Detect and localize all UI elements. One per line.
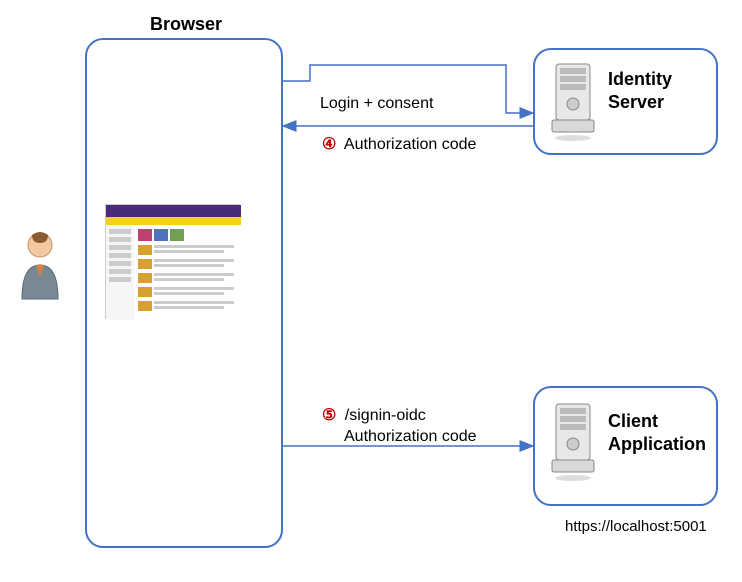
- user-icon: [10, 227, 70, 307]
- step-number-5: ⑤: [322, 407, 336, 424]
- identity-server-line2: Server: [608, 92, 664, 112]
- client-app-title: Client Application: [608, 410, 706, 455]
- login-consent-label: Login + consent: [320, 95, 433, 113]
- signin-oidc-text: /signin-oidc: [345, 407, 426, 424]
- auth-code-4-text: Authorization code: [344, 136, 477, 153]
- client-app-line2: Application: [608, 434, 706, 454]
- signin-oidc-5-label: ⑤ /signin-oidc Authorization code: [322, 406, 477, 448]
- auth-code-4-label: ④ Authorization code: [322, 134, 476, 154]
- signin-oidc-line2: Authorization code: [344, 428, 477, 445]
- identity-server-title: Identity Server: [608, 68, 672, 113]
- identity-server-line1: Identity: [608, 69, 672, 89]
- browser-thumbnail: [105, 204, 240, 319]
- browser-title: Browser: [150, 14, 222, 35]
- server-icon: [548, 400, 598, 487]
- server-icon: [548, 60, 598, 147]
- client-app-url: https://localhost:5001: [565, 518, 707, 535]
- client-app-line1: Client: [608, 411, 658, 431]
- step-number-4: ④: [322, 136, 336, 153]
